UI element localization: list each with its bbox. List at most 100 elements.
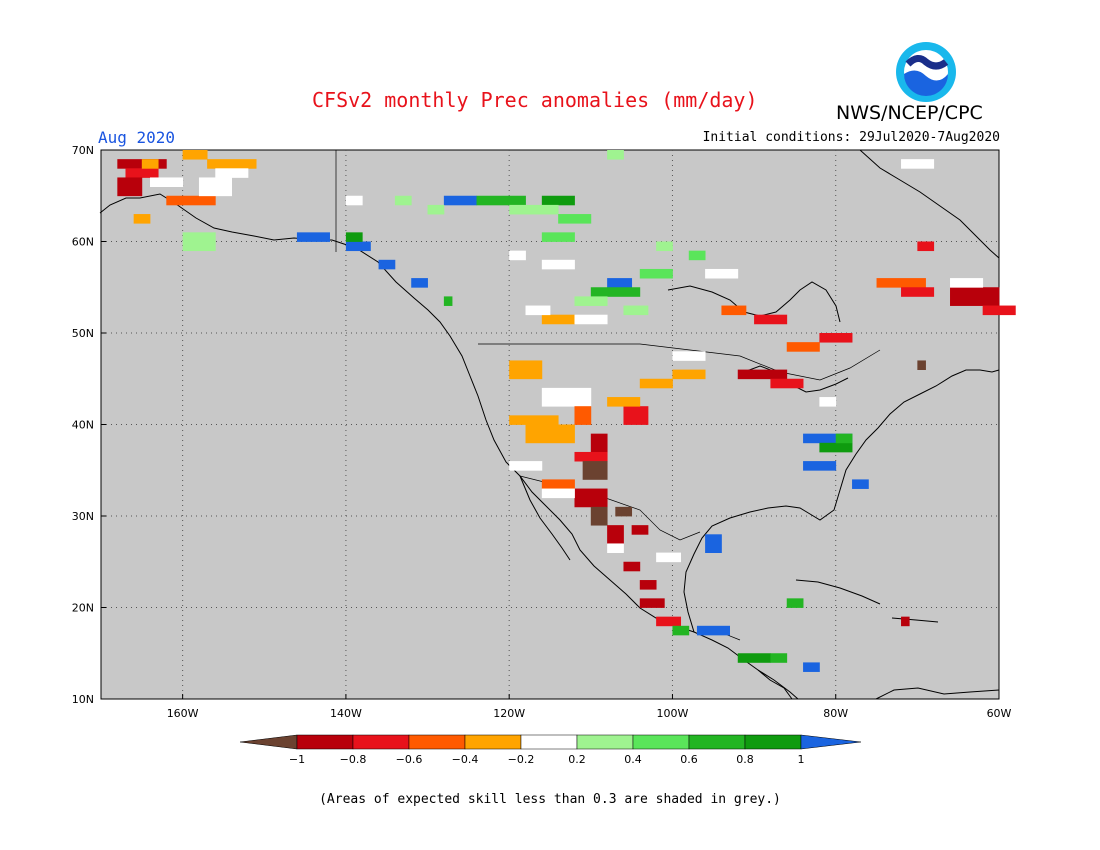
skill-note: (Areas of expected skill less than 0.3 a… [319,792,781,807]
anomaly-cell [607,150,624,160]
gulf-coast [683,369,1000,633]
anomaly-cell [541,314,575,325]
anomaly-cell [509,204,559,215]
colorbar-swatch [296,734,354,750]
lon-label: 120W [493,707,525,720]
colorbar-tick-label: −0.6 [396,753,423,766]
lon-label: 140W [330,707,362,720]
anomaly-cell [696,625,730,636]
anomaly-cell [394,195,412,206]
anomaly-cell [509,360,543,380]
anomaly-cell [117,177,143,197]
anomaly-cell [672,369,706,380]
agency-label: NWS/NCEP/CPC [836,102,983,124]
anomaly-cell [770,653,788,663]
anomaly-cell [509,461,543,471]
anomaly-cell [541,259,575,270]
anomaly-cell [901,616,910,627]
anomaly-cell [574,406,592,425]
anomaly-cell [819,442,853,453]
caribbean-islands [795,579,939,623]
axis-labels: 160W 140W 120W 100W 80W 60W 70N 60N 50N 40N 30N 20N… [72,144,1012,720]
colorbar-swatch [744,734,802,750]
anomaly-cell [149,177,184,187]
anomaly-cell [443,195,477,206]
anomaly-cell [541,232,575,242]
colorbar-swatch [688,734,746,750]
anomaly-cell [950,287,1000,306]
anomaly-cell [803,433,853,444]
anomaly-cell [525,424,575,444]
anomaly-cell [198,177,233,197]
anomaly-cell [590,506,608,526]
anomaly-cell [639,580,657,590]
anomaly-cell [541,387,592,407]
anomaly-cell [607,543,624,553]
anomaly-cell [623,406,649,425]
anomaly-cell [590,287,641,297]
anomaly-cell [582,461,608,480]
anomaly-cell [509,250,526,261]
anomaly-cell [705,534,722,553]
anomaly-cell [443,296,453,306]
colorbar-arrow-right [800,734,862,750]
lat-label: 50N [72,327,94,340]
anomaly-cell [411,278,428,288]
anomaly-cell [639,268,673,279]
hudson-bay [667,281,841,323]
colorbar-arrow-left [239,734,298,750]
initial-conditions: Initial conditions: 29Jul2020-7Aug2020 [702,130,1000,145]
anomaly-cell [133,214,151,224]
anomaly-cell [607,525,624,544]
anomaly-cell [574,488,608,508]
anomaly-cell [541,488,575,499]
anomaly-cell [901,159,935,169]
anomaly-cell [182,232,216,252]
colorbar-swatch [352,734,410,750]
anomaly-cell [803,662,820,672]
lat-label: 60N [72,236,94,249]
anomaly-cell [917,241,935,252]
anomaly-cell [509,415,559,425]
baja-peninsula [519,475,571,561]
anomaly-cell [656,616,682,627]
anomaly-cell [615,506,633,517]
colorbar-swatch [520,734,578,750]
anomaly-cell [125,168,159,178]
lat-label: 10N [72,693,94,706]
anomaly-cell [476,195,526,206]
anomaly-cell [754,314,788,325]
anomaly-cell [950,278,984,288]
anomaly-cell [182,150,208,160]
anomaly-cell [631,525,649,535]
us-canada-border [335,150,881,381]
anomaly-cell [207,159,257,169]
anomaly-cell [876,278,926,288]
lon-label: 100W [657,707,689,720]
anomaly-cell [607,397,641,407]
anomaly-cell [672,351,706,361]
anomaly-cell [737,369,788,380]
central-america [757,669,793,700]
anomaly-cell [737,653,771,663]
anomaly-cell [574,451,608,462]
anomaly-cell [427,204,445,215]
anomaly-cells [117,150,1016,672]
anomaly-cell [852,479,869,489]
lat-label: 20N [72,602,94,615]
anomaly-cell [166,195,216,206]
colorbar-tick-label: −0.8 [340,753,367,766]
anomaly-cell [721,305,747,316]
anomaly-cell [215,168,249,178]
anomaly-cell [590,433,608,453]
lon-label: 60W [987,707,1012,720]
colorbar-swatch [408,734,466,750]
anomaly-cell [141,159,159,169]
anomaly-cell [558,214,592,224]
anomaly-cell [296,232,330,242]
colorbar-tick-label: −0.4 [452,753,479,766]
noaa-logo-icon [896,42,956,102]
colorbar-tick-label: −0.2 [508,753,535,766]
colorbar-tick-label: 0.2 [568,753,586,766]
